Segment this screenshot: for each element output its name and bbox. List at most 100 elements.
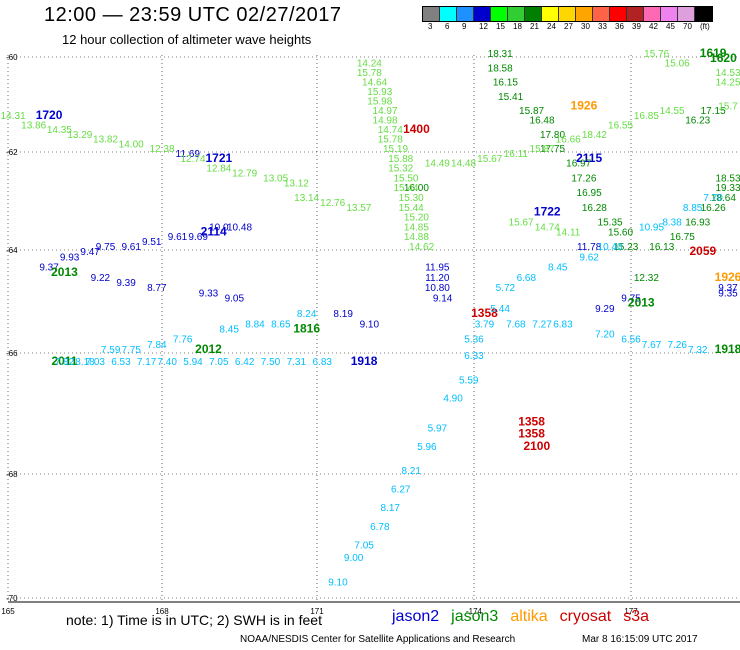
color-scale-label: 36 xyxy=(615,22,624,31)
color-scale-label: 21 xyxy=(530,22,539,31)
credit-text: NOAA/NESDIS Center for Satellite Applica… xyxy=(240,634,516,645)
y-tick-label: -62 xyxy=(6,148,18,157)
data-point-label: 16.66 xyxy=(556,135,581,146)
data-point-label: 13.86 xyxy=(21,120,46,131)
data-point-label: 11.95 xyxy=(425,263,450,274)
color-scale-label: 9 xyxy=(462,22,467,31)
data-point-label: 6.83 xyxy=(312,357,332,368)
color-scale-label: 12 xyxy=(479,22,488,31)
data-point-label: 17.15 xyxy=(701,106,726,117)
data-point-label: 12.79 xyxy=(232,169,257,180)
data-point-label: 15.23 xyxy=(613,242,638,253)
data-point-label: 9.37 xyxy=(39,263,59,274)
data-point-label: 8.24 xyxy=(297,309,317,320)
data-point-label: 14.11 xyxy=(556,227,581,238)
data-point-label: 8.77 xyxy=(147,283,167,294)
color-swatch xyxy=(661,7,678,21)
color-swatch xyxy=(627,7,644,21)
data-point-label: 9.10 xyxy=(328,578,348,589)
data-point-label: 7.31 xyxy=(287,357,307,368)
data-point-label: 1619 xyxy=(700,46,727,60)
data-point-label: 15.44 xyxy=(399,203,424,214)
data-point-label: 1722 xyxy=(534,205,561,219)
data-point-label: 1926 xyxy=(571,98,598,112)
data-point-label: 16.93 xyxy=(685,218,710,229)
data-point-label: 1926 xyxy=(715,270,740,284)
data-point-label: 1721 xyxy=(205,151,232,165)
data-point-label: 1918 xyxy=(715,342,740,356)
data-point-label: 5.94 xyxy=(183,357,203,368)
data-point-label: 7.26 xyxy=(667,340,687,351)
data-point-label: 18.58 xyxy=(488,63,513,74)
data-point-label: 9.51 xyxy=(142,237,162,248)
data-point-label: 9.14 xyxy=(433,294,453,305)
data-point-label: 14.49 xyxy=(425,159,450,170)
data-point-label: 15.32 xyxy=(388,164,413,175)
data-point-label: 7.17 xyxy=(137,357,157,368)
data-point-label: 14.24 xyxy=(357,59,382,70)
data-point-label: 7.27 xyxy=(532,319,552,330)
data-point-label: 14.31 xyxy=(1,111,26,122)
data-point-label: 9.35 xyxy=(718,288,738,299)
x-tick-label: -174 xyxy=(466,607,483,616)
data-point-label: 10.48 xyxy=(227,222,252,233)
data-point-label: 8.85 xyxy=(683,203,703,214)
data-point-label: 7.67 xyxy=(642,340,662,351)
data-point-label: 15.60 xyxy=(608,227,633,238)
data-point-label: 8.19 xyxy=(333,309,353,320)
color-scale-label: 3 xyxy=(428,22,433,31)
data-point-label: 17.75 xyxy=(540,144,565,155)
data-point-label: 14.48 xyxy=(451,159,476,170)
color-swatch xyxy=(559,7,576,21)
map-axes: 165 168 171 -174 177 -60 -62 -64 -66 -68 -70 xyxy=(1,53,740,616)
data-point-label: 8.18 xyxy=(75,357,95,368)
data-point-label: 15.76 xyxy=(644,49,669,60)
data-point-label: 16.26 xyxy=(701,203,726,214)
data-point-label: 10.95 xyxy=(639,222,664,233)
data-point-label: 7.68 xyxy=(506,319,526,330)
x-tick-label: 171 xyxy=(310,607,324,616)
data-point-label: 15.87 xyxy=(519,106,544,117)
data-point-label: 1358 xyxy=(471,306,498,320)
data-point-label: 13.29 xyxy=(67,130,92,141)
legend-entry: s3a xyxy=(623,608,650,625)
color-swatch xyxy=(695,7,712,21)
data-point-label: 9.75 xyxy=(621,294,641,305)
data-point-label: 9.69 xyxy=(188,232,208,243)
data-point-label: 7.05 xyxy=(354,540,374,551)
color-swatch xyxy=(644,7,661,21)
y-tick-label: -70 xyxy=(6,594,18,603)
data-point-label: 10.40 xyxy=(598,242,623,253)
color-swatch xyxy=(508,7,525,21)
data-point-label: 14.85 xyxy=(404,222,429,233)
data-point-label: 15.20 xyxy=(404,213,429,224)
data-point-label: 12.76 xyxy=(320,198,345,209)
data-point-label: 9.39 xyxy=(116,278,136,289)
data-point-label: 11.69 xyxy=(176,149,201,160)
data-point-label: 5.97 xyxy=(428,424,448,435)
data-point-label: 9.75 xyxy=(96,242,116,253)
data-point-label: 1816 xyxy=(293,321,320,335)
color-swatch xyxy=(678,7,695,21)
data-point-label: 15.67 xyxy=(477,154,502,165)
data-point-label: 9.37 xyxy=(718,283,738,294)
legend-entry: altika xyxy=(510,608,548,625)
data-point-label: 16.97 xyxy=(566,159,591,170)
y-tick-label: -64 xyxy=(6,246,18,255)
data-point-label: 6.83 xyxy=(553,319,573,330)
data-point-label: 5.96 xyxy=(417,442,437,453)
data-point-label: 10.0 xyxy=(209,222,229,233)
data-point-label: 2012 xyxy=(195,342,222,356)
data-point-label: 16.48 xyxy=(530,116,555,127)
data-point-label: 14.74 xyxy=(535,222,560,233)
data-point-label: 7.76 xyxy=(173,335,193,346)
data-point-label: 12.84 xyxy=(206,164,231,175)
data-point-label: 13.05 xyxy=(263,173,288,184)
data-point-label: 12.32 xyxy=(634,273,659,284)
data-point-label: 3.79 xyxy=(475,319,495,330)
chart-subtitle: 12 hour collection of altimeter wave hei… xyxy=(62,32,312,47)
y-tick-label: -60 xyxy=(6,53,18,62)
data-point-label: 13.82 xyxy=(93,135,118,146)
color-scale-label: 30 xyxy=(581,22,590,31)
data-point-label: 16.00 xyxy=(404,183,429,194)
